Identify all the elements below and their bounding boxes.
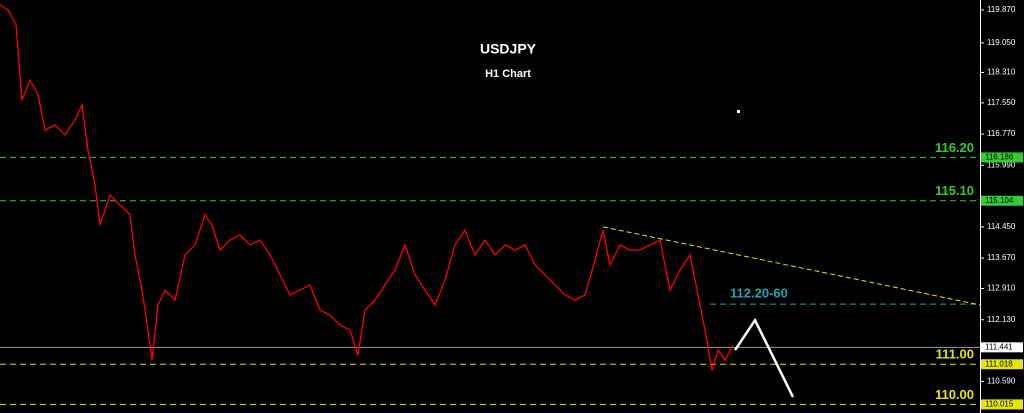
y-tick-label: 112.910 — [987, 284, 1016, 293]
price-box-label: 110.015 — [985, 400, 1014, 409]
price-box — [981, 195, 1023, 206]
price-box — [981, 342, 1023, 353]
price-line — [0, 4, 734, 371]
chart-title: USDJPY — [480, 41, 537, 57]
trend-line — [602, 226, 981, 306]
y-tick-label: 115.990 — [987, 160, 1016, 169]
y-tick-label: 116.770 — [987, 129, 1016, 138]
price-box-label: 116.186 — [985, 153, 1014, 162]
level-label: 111.00 — [936, 347, 974, 362]
y-tick-label: 119.870 — [987, 5, 1016, 14]
y-tick-label: 112.130 — [987, 315, 1016, 324]
chart-subtitle: H1 Chart — [485, 68, 531, 80]
y-tick-label: 113.670 — [987, 253, 1016, 262]
target-label: 112.20-60 — [730, 286, 788, 301]
y-tick-label: 119.050 — [987, 38, 1016, 47]
level-label: 116.20 — [935, 140, 974, 155]
price-box-label: 111.018 — [985, 359, 1013, 368]
price-box-label: 111.441 — [985, 342, 1013, 351]
y-tick-label: 114.450 — [987, 222, 1016, 231]
y-tick-label: 110.590 — [987, 376, 1016, 385]
price-box-label: 115.104 — [985, 196, 1014, 205]
projection-path — [733, 317, 795, 398]
y-tick-label: 117.550 — [987, 98, 1016, 107]
price-box — [981, 399, 1023, 410]
y-tick-label: 118.310 — [987, 68, 1016, 77]
price-box — [981, 359, 1023, 370]
price-box — [981, 152, 1023, 163]
level-label: 115.10 — [935, 183, 974, 198]
level-label: 110.00 — [935, 387, 974, 402]
marker-dot — [737, 110, 740, 113]
